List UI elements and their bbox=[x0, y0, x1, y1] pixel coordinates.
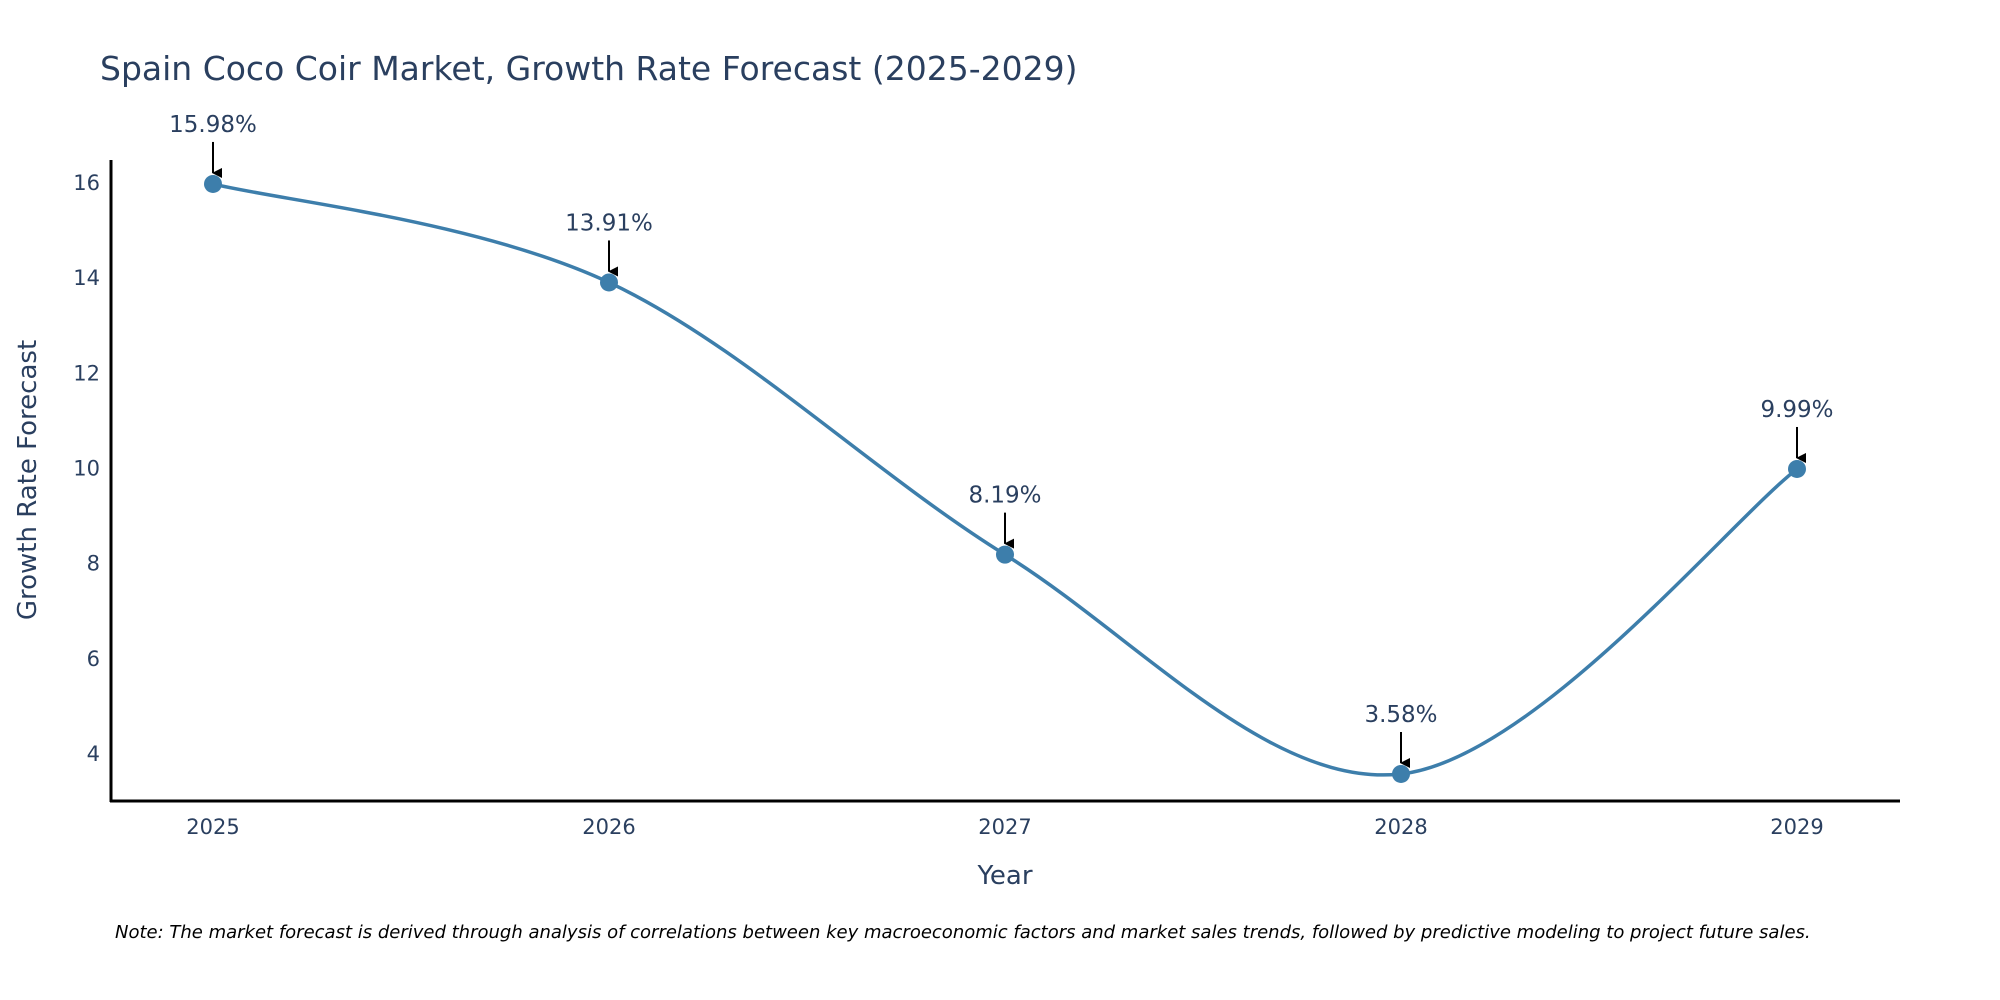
data-label-2027: 8.19% bbox=[968, 483, 1041, 509]
y-tick-label: 8 bbox=[87, 552, 100, 576]
data-point-2025 bbox=[204, 174, 222, 193]
x-tick-label: 2029 bbox=[1770, 815, 1823, 839]
y-tick-label: 6 bbox=[87, 647, 100, 671]
y-tick-label: 4 bbox=[87, 742, 100, 766]
data-label-2025: 15.98% bbox=[169, 112, 257, 138]
y-axis-ticks: 4 6 8 10 12 14 16 bbox=[73, 171, 100, 766]
x-axis-title: Year bbox=[976, 861, 1032, 891]
y-tick-label: 16 bbox=[73, 171, 100, 195]
data-points bbox=[204, 174, 1806, 783]
data-label-2028: 3.58% bbox=[1364, 702, 1437, 728]
x-axis-ticks: 2025 2026 2027 2028 2029 bbox=[186, 815, 1823, 839]
data-annotations: 15.98% 13.91% 8.19% 3.58% 9.99% bbox=[169, 112, 1834, 768]
footnote: Note: The market forecast is derived thr… bbox=[115, 922, 1811, 943]
data-point-2029 bbox=[1788, 459, 1806, 478]
data-point-2026 bbox=[600, 273, 618, 292]
y-axis-title: Growth Rate Forecast bbox=[13, 340, 43, 620]
x-tick-label: 2028 bbox=[1374, 815, 1427, 839]
data-label-2029: 9.99% bbox=[1760, 397, 1833, 423]
y-tick-label: 12 bbox=[73, 361, 100, 385]
chart-title: Spain Coco Coir Market, Growth Rate Fore… bbox=[100, 49, 1077, 88]
data-label-2026: 13.91% bbox=[565, 210, 653, 236]
x-tick-label: 2025 bbox=[186, 815, 239, 839]
y-tick-label: 14 bbox=[73, 266, 100, 290]
x-tick-label: 2026 bbox=[582, 815, 635, 839]
data-point-2028 bbox=[1392, 764, 1410, 783]
data-point-2027 bbox=[996, 545, 1014, 564]
y-tick-label: 10 bbox=[73, 457, 100, 481]
x-tick-label: 2027 bbox=[978, 815, 1031, 839]
series-line bbox=[212, 182, 1799, 777]
